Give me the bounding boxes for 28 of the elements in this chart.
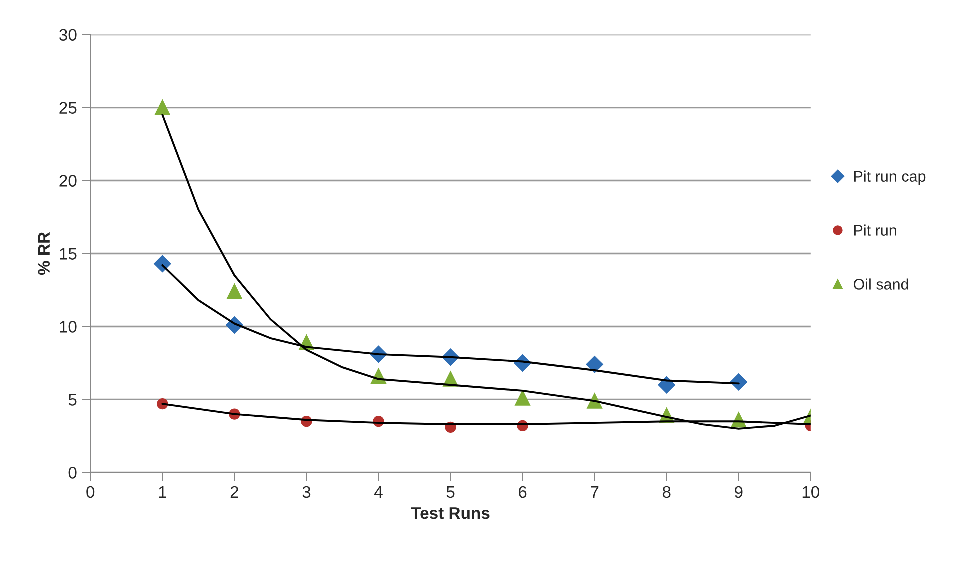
y-tick-label: 5: [68, 394, 77, 406]
x-tick-label: 7: [591, 486, 599, 498]
y-tick-label: 0: [68, 467, 77, 479]
y-tick-label: 25: [60, 102, 77, 114]
legend-label: Oil sand: [854, 278, 908, 290]
legend-label: Pit run: [854, 224, 896, 236]
y-tick-label: 30: [60, 29, 77, 42]
y-tick-label: 15: [60, 248, 77, 260]
x-tick-label: 4: [374, 486, 383, 498]
x-tick-label: 9: [735, 486, 743, 498]
x-tick-label: 2: [230, 486, 238, 498]
y-axis-title: % RR: [38, 232, 50, 276]
y-tick-label: 10: [60, 321, 77, 333]
point: [154, 255, 172, 273]
y-tick-label: 20: [60, 175, 77, 187]
x-tick-label: 0: [86, 486, 95, 498]
x-axis-title: Test Runs: [411, 508, 490, 520]
x-tick-label: 5: [446, 486, 455, 498]
x-tick-label: 10: [802, 486, 820, 498]
x-tick-label: 1: [159, 486, 166, 498]
point: [155, 100, 170, 116]
legend-label: Pit run cap: [854, 170, 926, 186]
x-tick-label: 8: [662, 486, 671, 498]
point: [227, 284, 242, 300]
point: [586, 356, 604, 374]
x-tick-label: 3: [302, 486, 311, 498]
point: [515, 390, 530, 406]
x-tick-label: 6: [519, 486, 527, 498]
